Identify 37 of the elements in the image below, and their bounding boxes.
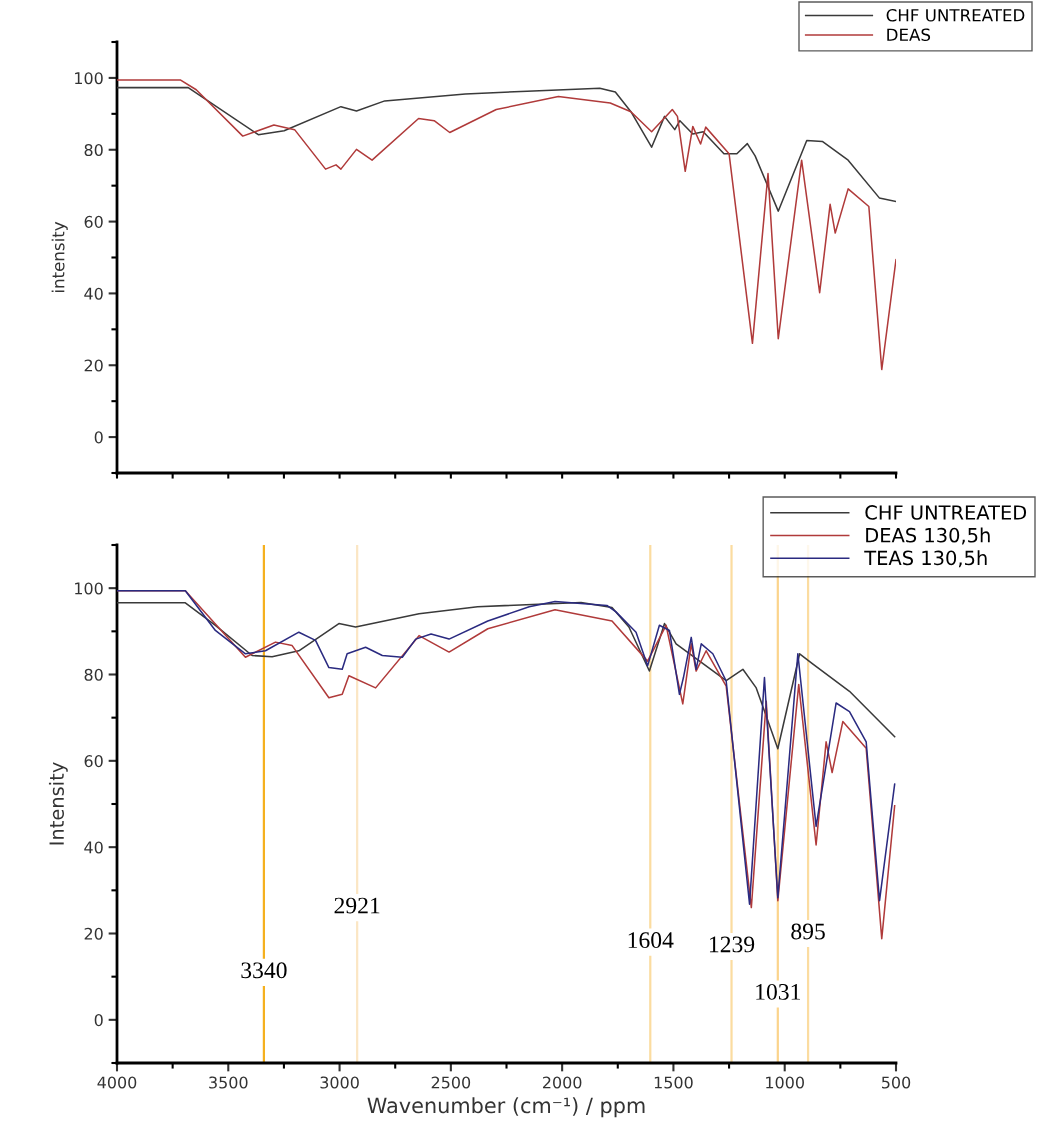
y-tick-label: 0 — [94, 1014, 103, 1027]
legend-label: CHF UNTREATED — [886, 8, 1025, 22]
y-tick-label: 40 — [84, 287, 103, 300]
annotation: 1604 — [628, 932, 674, 949]
x-tick-label: 4000 — [97, 1076, 137, 1089]
annotation: 1031 — [756, 983, 801, 1000]
y-tick-label: 20 — [84, 927, 103, 940]
annotation: 3340 — [241, 962, 287, 979]
y-axis-title: intensity — [51, 221, 68, 293]
legend-label: DEAS — [887, 28, 931, 42]
x-tick-label: 3500 — [209, 1076, 248, 1089]
y-tick-label: 80 — [84, 143, 103, 157]
x-tick-label: 1500 — [654, 1076, 693, 1089]
line-series — [117, 79, 896, 371]
y-tick-label: 0 — [94, 431, 103, 444]
legend-label: DEAS 130,5h — [866, 527, 990, 545]
x-tick-label: 1000 — [766, 1076, 804, 1089]
annotation: 2921 — [334, 897, 380, 914]
x-tick-label: 2500 — [431, 1076, 471, 1089]
annotation: 895 — [791, 923, 825, 940]
legend-label: CHF UNTREATED — [865, 505, 1027, 520]
x-tick-label: 500 — [881, 1076, 911, 1089]
y-tick-label: 60 — [84, 755, 103, 768]
y-axis-title: Intensity — [48, 762, 68, 845]
x-tick-label: 3000 — [320, 1076, 359, 1089]
y-tick-label: 40 — [84, 841, 103, 854]
line-series — [117, 86, 896, 212]
x-tick-label: 2000 — [542, 1076, 582, 1089]
y-tick-label: 100 — [75, 582, 103, 595]
y-tick-label: 20 — [84, 359, 103, 372]
y-tick-label: 80 — [84, 668, 103, 681]
legend-label: TEAS 130,5h — [864, 550, 987, 568]
x-axis-title: Wavenumber (cm⁻¹) / ppm — [367, 1097, 645, 1118]
y-tick-label: 60 — [84, 215, 103, 228]
y-tick-label: 100 — [75, 72, 103, 85]
line-series — [117, 601, 896, 750]
annotation: 1239 — [709, 936, 755, 953]
